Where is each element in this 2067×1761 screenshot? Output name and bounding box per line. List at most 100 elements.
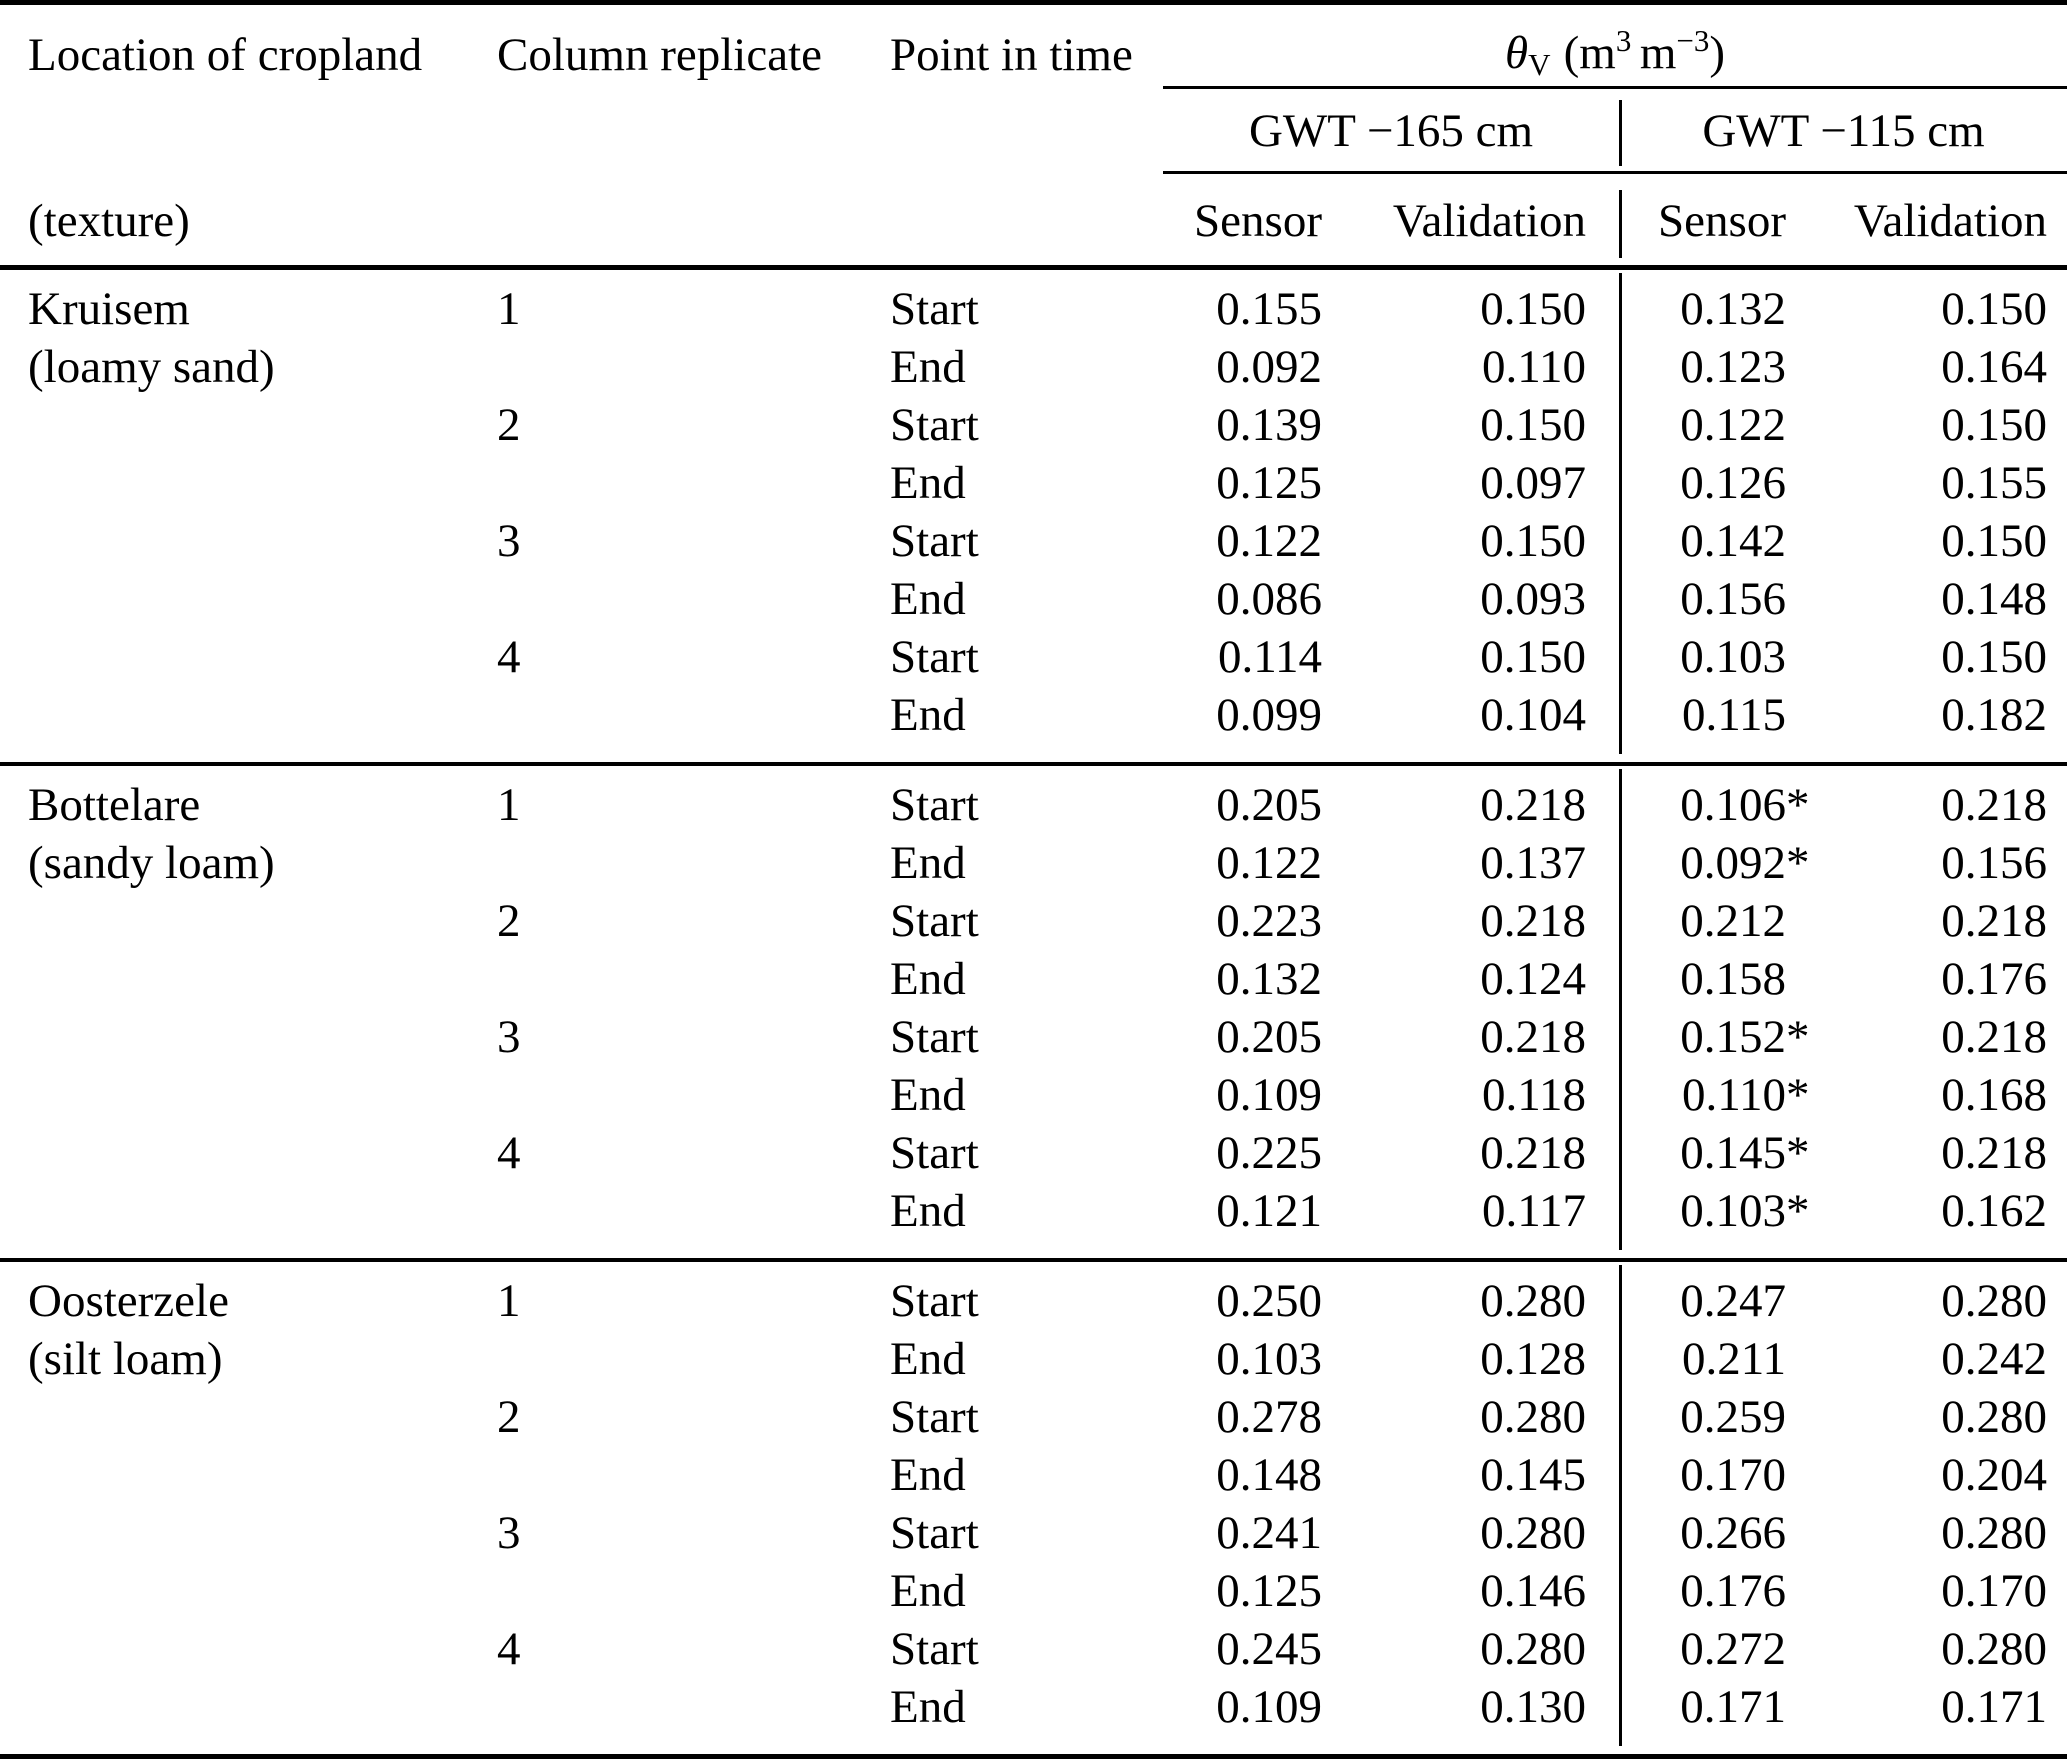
- value-number: 0.152: [1680, 1011, 1786, 1063]
- header-time-title: Point in time: [890, 29, 1133, 81]
- value-cell: 0.182: [1941, 689, 2047, 741]
- texture-cell: (silt loam): [28, 1333, 223, 1385]
- table-block: Kruisem 1 Start 0.155 0.150 0.132 0.150 (loamy …: [0, 270, 2067, 766]
- time-cell: End: [890, 1681, 966, 1733]
- replicate-cell: [495, 950, 890, 1008]
- table-header: Location of cropland Column replicate Po…: [0, 0, 2067, 270]
- table-row: Oosterzele 1 Start 0.250 0.280 0.247 0.280: [0, 1272, 2067, 1330]
- value-cell: 0.122: [1216, 837, 1322, 889]
- replicate-cell: 2: [497, 1391, 521, 1443]
- table-block: Bottelare 1 Start 0.205 0.218 0.106* 0.218 (san…: [0, 766, 2067, 1262]
- value-cell: 0.280: [1941, 1391, 2047, 1443]
- location-cell: [0, 512, 495, 570]
- table-row: 2 Start 0.223 0.218 0.212 0.218: [0, 892, 2067, 950]
- time-cell: Start: [890, 779, 979, 831]
- location-cell: Oosterzele: [28, 1275, 229, 1327]
- header-replicate-title: Column replicate: [497, 29, 822, 81]
- table-row: 2 Start 0.278 0.280 0.259 0.280: [0, 1388, 2067, 1446]
- value-cell: 0.114: [1217, 631, 1322, 683]
- value-cell: 0.158: [1680, 953, 1786, 1005]
- column-divider: [1619, 769, 1622, 1250]
- header-theta-title: θV (m3 m−3): [1163, 22, 2067, 87]
- replicate-cell: 1: [497, 779, 521, 831]
- table-row: End 0.125 0.146 0.176 0.170: [0, 1562, 2067, 1620]
- value-cell: 0.125: [1216, 1565, 1322, 1617]
- value-cell: 0.162: [1941, 1185, 2047, 1237]
- time-cell: Start: [890, 895, 979, 947]
- rule-top: [0, 0, 2067, 5]
- value-cell: 0.218: [1480, 1127, 1586, 1179]
- subheader-validation-2: Validation: [1853, 195, 2047, 247]
- time-cell: End: [890, 573, 966, 625]
- value-cell: 0.123: [1680, 341, 1786, 393]
- value-cell: 0.128: [1480, 1333, 1586, 1385]
- time-cell: End: [890, 689, 966, 741]
- location-cell: Bottelare: [28, 779, 201, 831]
- location-cell: [0, 1388, 495, 1446]
- gwt-left-header: GWT −165 cm: [1248, 105, 1534, 157]
- table-row: (silt loam) End 0.103 0.128 0.211 0.242: [0, 1330, 2067, 1388]
- value-cell: 0.223: [1216, 895, 1322, 947]
- value-cell: 0.242: [1941, 1333, 2047, 1385]
- value-cell: 0.176: [1680, 1565, 1786, 1617]
- value-cell: 0.259: [1680, 1391, 1786, 1443]
- time-cell: Start: [890, 1391, 979, 1443]
- rule-under-gwt: [1163, 171, 2067, 174]
- time-cell: End: [890, 1449, 966, 1501]
- replicate-cell: [495, 1562, 890, 1620]
- value-cell: 0.218: [1941, 895, 2047, 947]
- value-cell: 0.146: [1480, 1565, 1586, 1617]
- table-body: Kruisem 1 Start 0.155 0.150 0.132 0.150 (loamy …: [0, 270, 2067, 1759]
- value-cell: 0.280: [1941, 1623, 2047, 1675]
- value-cell: 0.176: [1941, 953, 2047, 1005]
- value-cell: 0.266: [1680, 1507, 1786, 1559]
- value-cell: 0.118: [1481, 1069, 1586, 1121]
- table-row: (sandy loam) End 0.122 0.137 0.092* 0.156: [0, 834, 2067, 892]
- value-cell: 0.155: [1941, 457, 2047, 509]
- value-cell: 0.122: [1680, 399, 1786, 451]
- theta-unit-mid: m: [1639, 27, 1677, 79]
- value-cell: 0.106*: [1680, 779, 1810, 831]
- rule-header-bottom: [0, 265, 2067, 270]
- replicate-cell: [495, 686, 890, 744]
- value-cell: 0.150: [1480, 283, 1586, 335]
- value-cell: 0.109: [1216, 1069, 1322, 1121]
- location-cell: [0, 1678, 495, 1736]
- location-cell: [0, 1008, 495, 1066]
- replicate-cell: [495, 1678, 890, 1736]
- replicate-cell: 1: [497, 1275, 521, 1327]
- value-cell: 0.132: [1680, 283, 1786, 335]
- theta-unit-sup1: 3: [1615, 22, 1632, 58]
- location-cell: [0, 950, 495, 1008]
- time-cell: End: [890, 1069, 966, 1121]
- value-cell: 0.280: [1941, 1507, 2047, 1559]
- value-cell: 0.168: [1941, 1069, 2047, 1121]
- table-row: 3 Start 0.122 0.150 0.142 0.150: [0, 512, 2067, 570]
- replicate-cell: 3: [497, 1011, 521, 1063]
- value-cell: 0.110*: [1681, 1069, 1810, 1121]
- value-cell: 0.150: [1941, 515, 2047, 567]
- time-cell: Start: [890, 283, 979, 335]
- replicate-cell: 4: [497, 1127, 521, 1179]
- table-row: 3 Start 0.205 0.218 0.152* 0.218: [0, 1008, 2067, 1066]
- replicate-cell: [495, 1330, 890, 1388]
- location-cell: [0, 396, 495, 454]
- location-cell: [0, 892, 495, 950]
- value-cell: 0.099: [1216, 689, 1322, 741]
- value-cell: 0.211: [1681, 1333, 1786, 1385]
- value-cell: 0.139: [1216, 399, 1322, 451]
- table-row: 3 Start 0.241 0.280 0.266 0.280: [0, 1504, 2067, 1562]
- value-number: 0.145: [1680, 1127, 1786, 1179]
- value-number: 0.106: [1680, 779, 1786, 831]
- value-cell: 0.145*: [1680, 1127, 1810, 1179]
- location-cell: [0, 1182, 495, 1240]
- value-cell: 0.125: [1216, 457, 1322, 509]
- table-block: Oosterzele 1 Start 0.250 0.280 0.247 0.280 (sil…: [0, 1262, 2067, 1759]
- theta-unit-sup2: −3: [1676, 22, 1710, 58]
- table-row: End 0.109 0.118 0.110* 0.168: [0, 1066, 2067, 1124]
- value-cell: 0.218: [1480, 1011, 1586, 1063]
- value-cell: 0.280: [1480, 1275, 1586, 1327]
- value-cell: 0.137: [1480, 837, 1586, 889]
- replicate-cell: 3: [497, 515, 521, 567]
- replicate-cell: [495, 1446, 890, 1504]
